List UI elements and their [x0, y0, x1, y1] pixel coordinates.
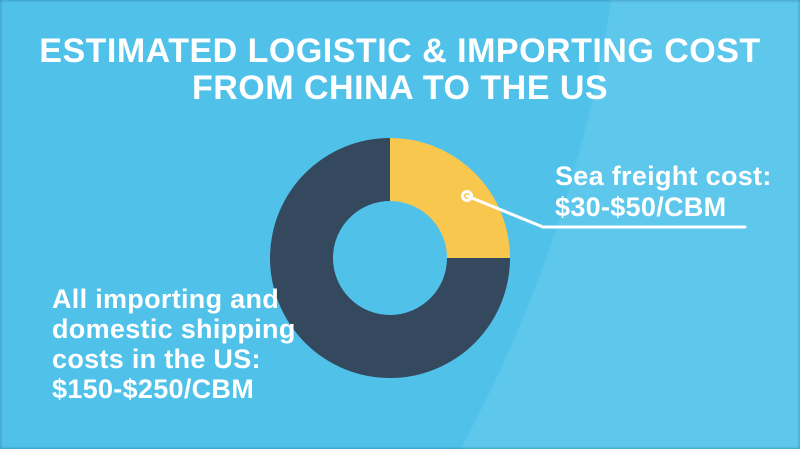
domestic-callout-line-3: costs in the US: [52, 344, 261, 374]
page-title-line-2: FROM CHINA TO THE US [191, 69, 609, 107]
sea-freight-callout-value: $30-$50/CBM [555, 192, 727, 222]
domestic-callout-value: $150-$250/CBM [52, 374, 255, 404]
sea-freight-callout: Sea freight cost: $30-$50/CBM [555, 161, 772, 223]
donut-chart [270, 138, 510, 378]
sea-freight-callout-line-1: Sea freight cost: [555, 161, 772, 191]
page-title: ESTIMATED LOGISTIC & IMPORTING COST FROM… [0, 33, 800, 107]
donut-segment [270, 138, 510, 378]
page-title-line-1: ESTIMATED LOGISTIC & IMPORTING COST [39, 32, 761, 70]
donut-segment [390, 138, 510, 258]
domestic-callout-line-1: All importing and [52, 284, 280, 314]
donut-chart-svg [270, 138, 510, 378]
domestic-callout-line-2: domestic shipping [52, 314, 296, 344]
domestic-costs-callout: All importing and domestic shipping cost… [52, 284, 296, 404]
